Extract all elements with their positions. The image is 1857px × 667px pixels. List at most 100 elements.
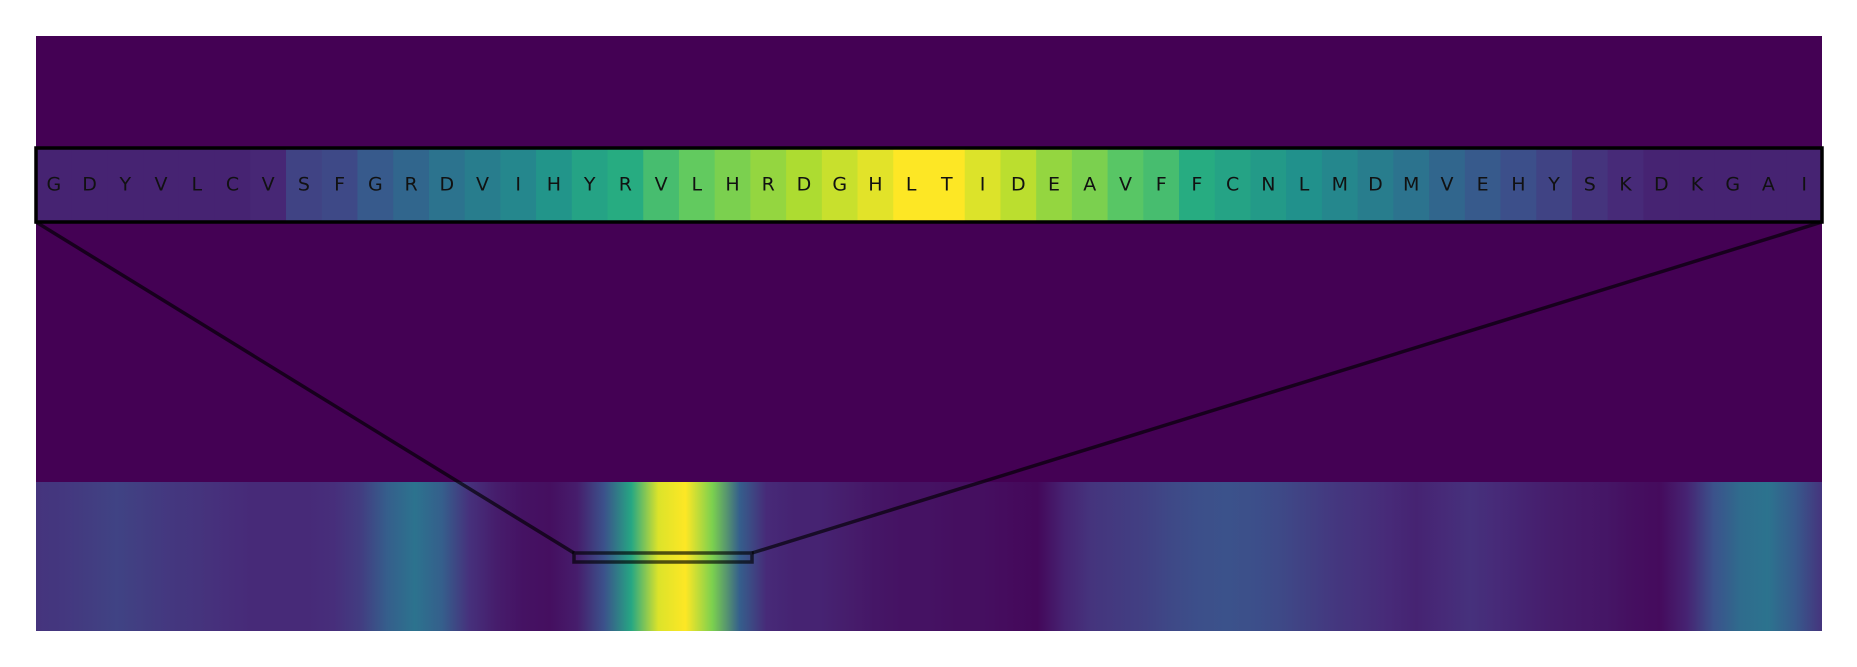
residue-label: S (1584, 174, 1596, 196)
zoom-cell (250, 148, 287, 222)
residue-label: Y (1547, 174, 1560, 196)
residue-label: C (1226, 174, 1239, 196)
residue-label: H (725, 174, 739, 196)
residue-label: S (298, 174, 310, 196)
zoom-cell (464, 148, 501, 222)
residue-label: R (619, 174, 632, 196)
zoom-cell (393, 148, 430, 222)
zoom-cell (1250, 148, 1287, 222)
zoom-cell (143, 148, 180, 222)
residue-label: N (1261, 174, 1275, 196)
zoom-cell (178, 148, 216, 222)
residue-label: I (980, 174, 986, 196)
zoom-cell (750, 148, 787, 222)
residue-label: D (797, 174, 812, 196)
zoom-cell (1750, 148, 1787, 222)
zoom-cell (357, 148, 394, 222)
zoom-cell (214, 148, 251, 222)
residue-label: V (476, 174, 489, 196)
residue-label: G (46, 174, 61, 196)
residue-label: K (1619, 174, 1632, 196)
residue-label: M (1332, 174, 1348, 196)
zoom-cell (1500, 148, 1537, 222)
residue-label: Y (583, 174, 596, 196)
zoom-cell (500, 148, 537, 222)
full-sequence-heatmap-strip (36, 482, 1822, 631)
residue-label: E (1048, 174, 1060, 196)
residue-label: L (191, 174, 202, 196)
residue-label: K (1691, 174, 1704, 196)
zoom-source-region (572, 551, 754, 564)
zoom-cell (893, 148, 930, 222)
zoom-cell (1393, 148, 1430, 222)
residue-label: A (1762, 174, 1775, 196)
zoom-cell (1607, 148, 1644, 222)
zoom-connector-right (751, 220, 1823, 555)
residue-label: D (1368, 174, 1383, 196)
zoom-cell (821, 148, 859, 222)
residue-label: T (940, 174, 953, 196)
residue-label: V (655, 174, 668, 196)
zoom-cell (929, 148, 966, 222)
zoom-cell (1036, 148, 1073, 222)
residue-label: F (1191, 174, 1202, 196)
zoom-cell (714, 148, 751, 222)
residue-label: V (262, 174, 275, 196)
zoom-cell (1429, 148, 1466, 222)
zoom-cell (964, 148, 1002, 222)
residue-label: M (1403, 174, 1419, 196)
residue-label: F (1156, 174, 1167, 196)
zoom-cell (1000, 148, 1037, 222)
zoom-cell (321, 148, 359, 222)
residue-label: I (515, 174, 521, 196)
residue-label: E (1477, 174, 1489, 196)
residue-label: G (832, 174, 847, 196)
zoom-cell (1643, 148, 1680, 222)
residue-label: L (692, 174, 703, 196)
residue-label: V (1440, 174, 1453, 196)
residue-label: Y (118, 174, 131, 196)
zoom-cell (1464, 148, 1502, 222)
residue-label: C (226, 174, 239, 196)
zoom-cell (107, 148, 144, 222)
residue-label: H (1511, 174, 1525, 196)
zoom-cell (1571, 148, 1609, 222)
zoom-connector-left (35, 220, 575, 555)
zoom-cell (1179, 148, 1216, 222)
zoom-cell (1286, 148, 1323, 222)
zoom-cell (1214, 148, 1252, 222)
residue-label: F (334, 174, 345, 196)
zoom-cell (71, 148, 109, 222)
zoom-cell (1143, 148, 1180, 222)
zoom-cell (1321, 148, 1359, 222)
zoom-cell (428, 148, 466, 222)
zoom-cell (286, 148, 323, 222)
residue-label: R (404, 174, 417, 196)
zoom-heatmap-row (36, 148, 1823, 222)
residue-label: G (368, 174, 383, 196)
zoom-cell (36, 148, 73, 222)
residue-label: V (1119, 174, 1132, 196)
zoom-cell (1357, 148, 1394, 222)
residue-label: L (1299, 174, 1310, 196)
zoom-cell (1679, 148, 1716, 222)
residue-label: I (1801, 174, 1807, 196)
zoom-cell (536, 148, 573, 222)
zoom-cell (1714, 148, 1752, 222)
zoom-cell (1071, 148, 1109, 222)
residue-label: D (439, 174, 454, 196)
residue-label: R (762, 174, 775, 196)
residue-label: H (547, 174, 561, 196)
residue-label: A (1083, 174, 1096, 196)
zoom-cell (786, 148, 823, 222)
residue-label: D (1654, 174, 1669, 196)
residue-label: H (868, 174, 882, 196)
zoom-cell (1107, 148, 1144, 222)
zoom-cell (571, 148, 609, 222)
zoom-cell (857, 148, 894, 222)
residue-label: V (155, 174, 168, 196)
residue-label: D (1011, 174, 1026, 196)
zoom-cell (1536, 148, 1573, 222)
zoom-cell (643, 148, 680, 222)
